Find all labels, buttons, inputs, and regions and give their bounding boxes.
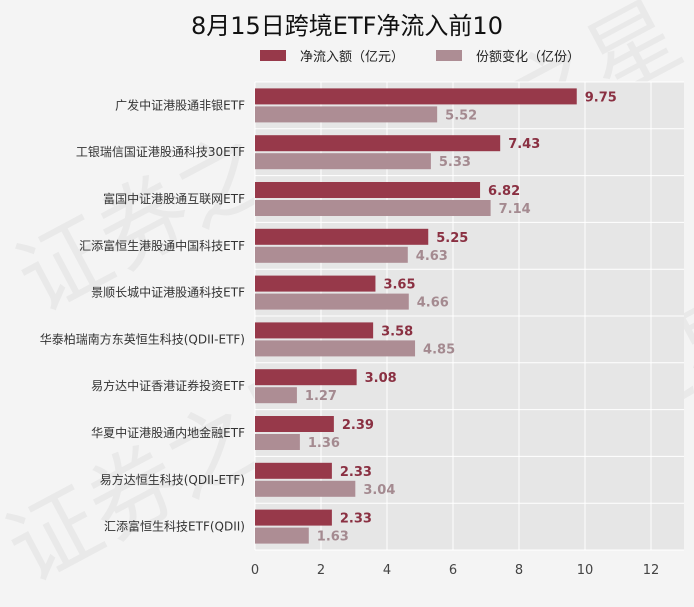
data-label-share-change: 5.52 [445,108,477,123]
y-category-label: 华泰柏瑞南方东英恒生科技(QDII-ETF) [40,331,245,346]
data-label-inflow: 2.33 [340,465,372,480]
data-label-inflow: 2.39 [342,418,374,433]
data-label-inflow: 7.43 [508,137,540,152]
bar-inflow [255,88,577,105]
x-tick-label: 2 [317,563,325,578]
bar-share-change [255,527,309,544]
x-tick-label: 0 [251,563,259,578]
bar-inflow [255,509,332,526]
data-label-inflow: 2.33 [340,512,372,527]
data-label-inflow: 5.25 [436,231,468,246]
data-label-inflow: 3.08 [365,371,397,386]
x-tick-label: 6 [449,563,457,578]
y-category-label: 景顺长城中证港股通科技ETF [91,285,245,300]
bar-inflow [255,322,374,339]
bar-share-change [255,200,491,216]
bar-share-change [255,387,297,404]
data-label-share-change: 4.63 [416,249,448,264]
bar-share-change [255,434,300,450]
data-label-share-change: 1.36 [308,436,340,451]
y-category-label: 广发中证港股通非银ETF [115,97,245,112]
bar-share-change [255,293,409,310]
y-category-label: 工银瑞信国证港股通科技30ETF [76,145,245,159]
bar-inflow [255,462,332,479]
bar-inflow [255,135,501,152]
data-label-share-change: 4.85 [423,342,455,357]
legend-item-share-change: 份额变化（亿份） [436,46,580,65]
bar-inflow [255,182,481,198]
data-label-share-change: 4.66 [417,296,449,311]
data-label-inflow: 9.75 [585,90,617,105]
bar-share-change [255,340,416,357]
bar-share-change [255,246,408,263]
legend-swatch-inflow [260,50,286,61]
bar-inflow [255,369,357,386]
y-category-label: 富国中证港股通互联网ETF [103,191,245,206]
y-category-label: 汇添富恒生港股通中国科技ETF [79,238,245,253]
legend-item-inflow: 净流入额（亿元） [260,46,404,65]
data-label-share-change: 3.04 [363,483,395,498]
y-category-label: 华夏中证港股通内地金融ETF [91,425,245,440]
y-category-label: 易方达中证香港证券投资ETF [91,378,245,393]
data-label-share-change: 1.63 [317,530,349,545]
legend-swatch-share-change [436,50,462,61]
legend: 净流入额（亿元） 份额变化（亿份） [0,46,694,70]
bar-inflow [255,228,429,245]
bar-share-change [255,106,438,123]
x-tick-label: 12 [643,563,660,578]
data-label-inflow: 3.58 [381,324,413,339]
data-label-share-change: 5.33 [439,155,471,170]
bar-share-change [255,153,431,170]
x-tick-label: 10 [577,563,594,578]
x-tick-label: 8 [515,563,523,578]
chart-title: 8月15日跨境ETF净流入前10 [191,12,503,40]
data-label-inflow: 6.82 [488,184,520,199]
y-category-label: 易方达恒生科技(QDII-ETF) [100,472,245,487]
x-tick-label: 4 [383,563,391,578]
data-label-share-change: 7.14 [499,202,531,217]
y-category-label: 汇添富恒生科技ETF(QDII) [104,519,245,534]
bar-inflow [255,416,334,432]
bar-inflow [255,275,376,292]
data-label-share-change: 1.27 [305,389,337,404]
legend-label-share-change: 份额变化（亿份） [476,50,581,65]
legend-label-inflow: 净流入额（亿元） [300,50,405,65]
data-label-inflow: 3.65 [383,278,415,293]
bar-share-change [255,480,356,497]
